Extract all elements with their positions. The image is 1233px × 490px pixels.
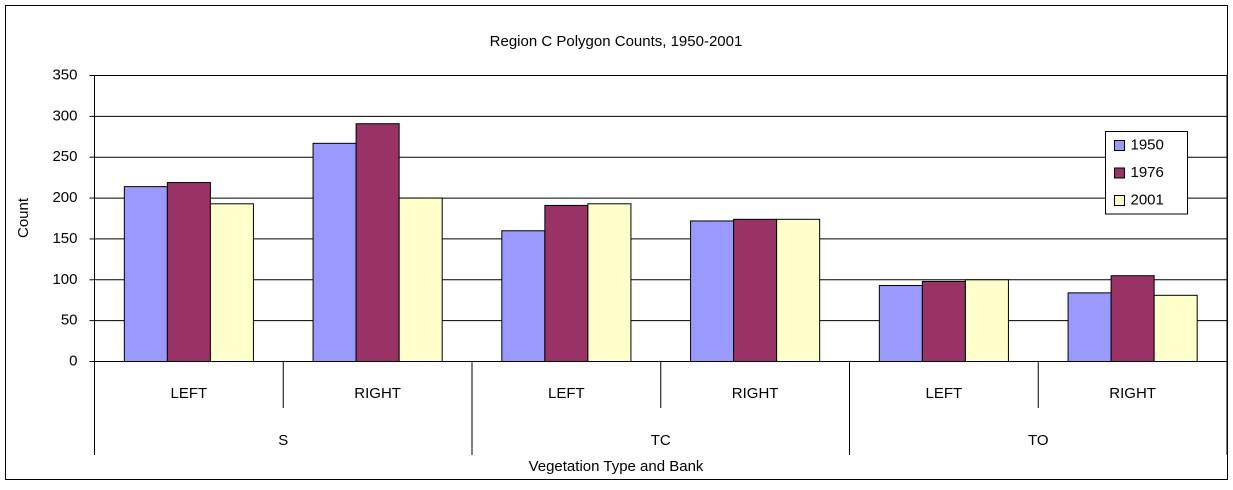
bar	[123, 186, 168, 362]
bar	[1067, 292, 1112, 362]
y-tick-label: 200	[52, 189, 77, 206]
y-tick-label: 50	[61, 312, 78, 329]
bar	[1153, 294, 1198, 362]
group-label: S	[278, 432, 288, 449]
x-tick-label: RIGHT	[354, 385, 401, 402]
bar	[355, 123, 400, 362]
legend-swatch	[1114, 167, 1125, 179]
bar	[398, 197, 443, 362]
bar	[166, 182, 211, 362]
bar	[964, 279, 1009, 362]
legend-label: 1976	[1131, 164, 1164, 181]
bar	[209, 203, 254, 362]
y-tick-label: 0	[69, 352, 77, 369]
legend-label: 2001	[1131, 191, 1164, 208]
bar	[921, 280, 966, 363]
bar	[501, 230, 546, 362]
bar	[776, 218, 821, 362]
bar	[587, 203, 632, 362]
bar	[690, 220, 735, 362]
group-label: TO	[1028, 432, 1049, 449]
legend-label: 1950	[1131, 136, 1164, 153]
y-tick-label: 250	[52, 148, 77, 165]
y-tick-label: 350	[52, 66, 77, 83]
x-tick-label: LEFT	[926, 385, 963, 402]
y-tick-label: 300	[52, 107, 77, 124]
chart-title: Region C Polygon Counts, 1950-2001	[490, 33, 743, 50]
legend-swatch	[1114, 140, 1125, 151]
x-axis-title: Vegetation Type and Bank	[529, 458, 704, 475]
group-label: TC	[651, 432, 671, 449]
bar	[544, 204, 589, 362]
x-tick-label: RIGHT	[1109, 385, 1156, 402]
x-tick-label: RIGHT	[732, 385, 779, 402]
y-tick-label: 150	[52, 230, 77, 247]
legend-swatch	[1114, 195, 1125, 206]
x-tick-label: LEFT	[548, 385, 585, 402]
bar	[733, 218, 778, 362]
x-tick-label: LEFT	[171, 385, 208, 402]
bar	[1110, 275, 1155, 363]
bar	[878, 285, 923, 362]
y-tick-label: 100	[52, 271, 77, 288]
y-axis-title: Count	[15, 197, 32, 238]
bar	[312, 142, 357, 362]
